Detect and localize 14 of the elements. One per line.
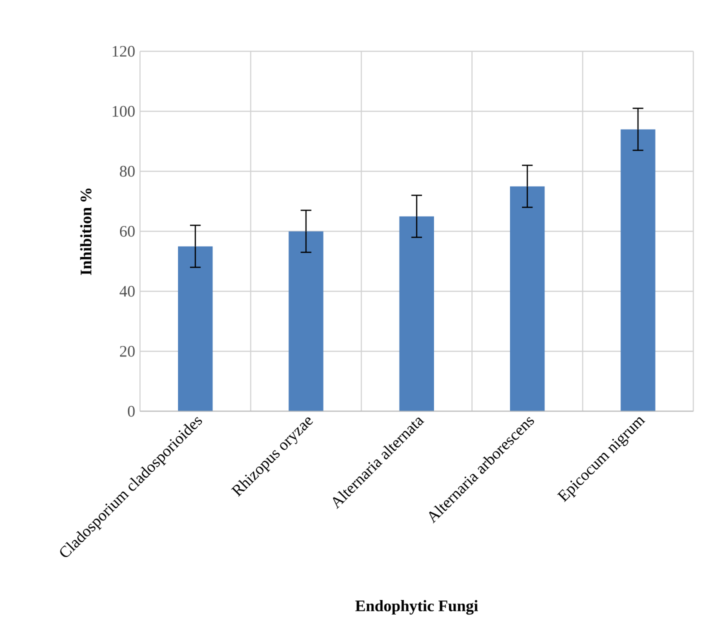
bar xyxy=(620,129,656,412)
bar xyxy=(510,186,545,412)
y-tick-label: 80 xyxy=(120,166,135,177)
y-tick-label: 0 xyxy=(128,406,135,417)
bar xyxy=(288,231,324,412)
y-tick-label: 120 xyxy=(112,46,135,57)
y-tick-label: 100 xyxy=(112,106,135,117)
x-axis-title: Endophytic Fungi xyxy=(355,600,478,615)
y-axis-title: Inhibition % xyxy=(80,188,92,276)
bar xyxy=(399,216,434,412)
bar xyxy=(178,246,213,412)
y-tick-label: 60 xyxy=(120,226,135,237)
y-tick-label: 20 xyxy=(120,346,135,357)
y-tick-label: 40 xyxy=(120,286,135,297)
